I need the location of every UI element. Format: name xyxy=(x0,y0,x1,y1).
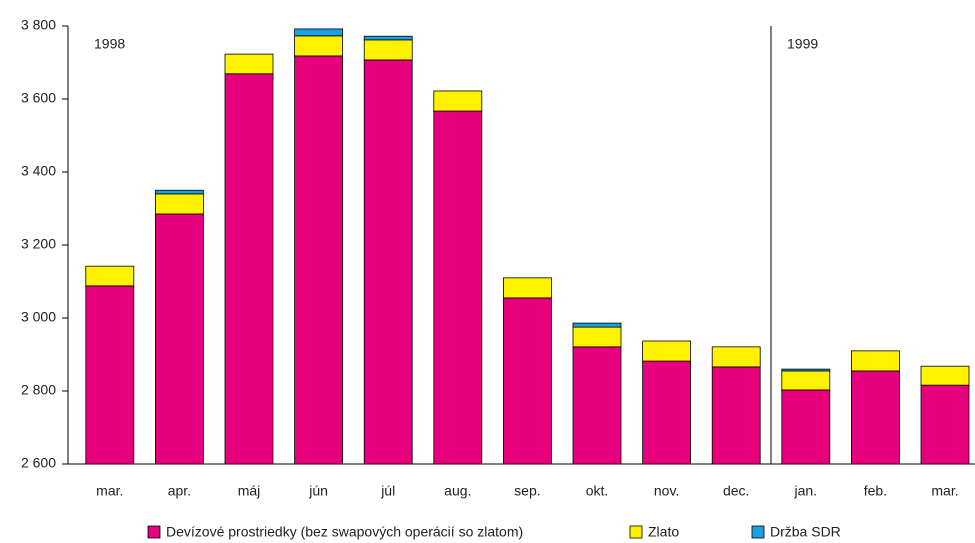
bar-segment xyxy=(851,370,900,465)
y-tick-label: 3 600 xyxy=(21,90,56,106)
bar-segment xyxy=(85,285,135,465)
legend-swatch xyxy=(147,525,161,539)
bar-segment xyxy=(711,346,761,368)
x-tick-label: apr. xyxy=(168,483,191,499)
bar-segment xyxy=(363,35,413,41)
x-tick-label: jún xyxy=(308,483,328,499)
bar-segment xyxy=(154,193,204,215)
x-tick-label: mar. xyxy=(931,483,958,499)
year-label: 1998 xyxy=(94,36,125,52)
y-tick-label: 2 800 xyxy=(21,382,56,398)
x-tick-label: júl xyxy=(380,483,395,499)
bar-segment xyxy=(572,326,622,348)
x-tick-label: máj xyxy=(238,483,261,499)
bar-segment xyxy=(711,366,761,465)
y-tick-label: 3 200 xyxy=(21,236,56,252)
bar-segment xyxy=(502,297,552,465)
bar-segment xyxy=(294,28,344,37)
x-tick-label: sep. xyxy=(514,483,540,499)
y-tick-label: 3 800 xyxy=(21,17,56,33)
bar-segment xyxy=(224,53,274,75)
bar-segment xyxy=(363,39,413,61)
legend-swatch xyxy=(751,525,765,539)
bar-segment xyxy=(502,277,552,299)
x-tick-label: aug. xyxy=(444,483,471,499)
bar-segment xyxy=(433,90,483,112)
bar-segment xyxy=(154,213,204,465)
bar-segment xyxy=(781,370,831,391)
bar-segment xyxy=(294,55,344,465)
x-tick-label: nov. xyxy=(654,483,679,499)
y-tick-label: 3 000 xyxy=(21,309,56,325)
x-tick-label: dec. xyxy=(723,483,749,499)
bar-segment xyxy=(224,73,274,465)
x-tick-label: jan. xyxy=(794,483,818,499)
legend-label: Držba SDR xyxy=(770,524,841,540)
x-tick-label: okt. xyxy=(586,483,609,499)
bar-segment xyxy=(433,110,483,465)
bar-segment xyxy=(85,265,135,287)
x-tick-label: feb. xyxy=(864,483,887,499)
x-tick-label: mar. xyxy=(96,483,123,499)
y-tick-label: 2 600 xyxy=(21,455,56,471)
bar-segment xyxy=(572,346,622,465)
bar-segment xyxy=(851,350,900,372)
bar-segment xyxy=(781,389,831,465)
year-label: 1999 xyxy=(787,36,818,52)
bar-segment xyxy=(920,384,970,465)
bar-segment xyxy=(781,368,831,372)
bar-segment xyxy=(294,35,344,57)
legend-label: Devízové prostriedky (bez swapových oper… xyxy=(166,524,523,540)
y-tick-label: 3 400 xyxy=(21,163,56,179)
bar-segment xyxy=(920,365,970,386)
bar-segment xyxy=(154,189,204,195)
legend-label: Zlato xyxy=(648,524,679,540)
legend-swatch xyxy=(629,525,643,539)
bar-segment xyxy=(363,59,413,465)
bar-segment xyxy=(642,360,691,465)
bar-segment xyxy=(572,322,622,328)
bar-segment xyxy=(642,340,691,362)
